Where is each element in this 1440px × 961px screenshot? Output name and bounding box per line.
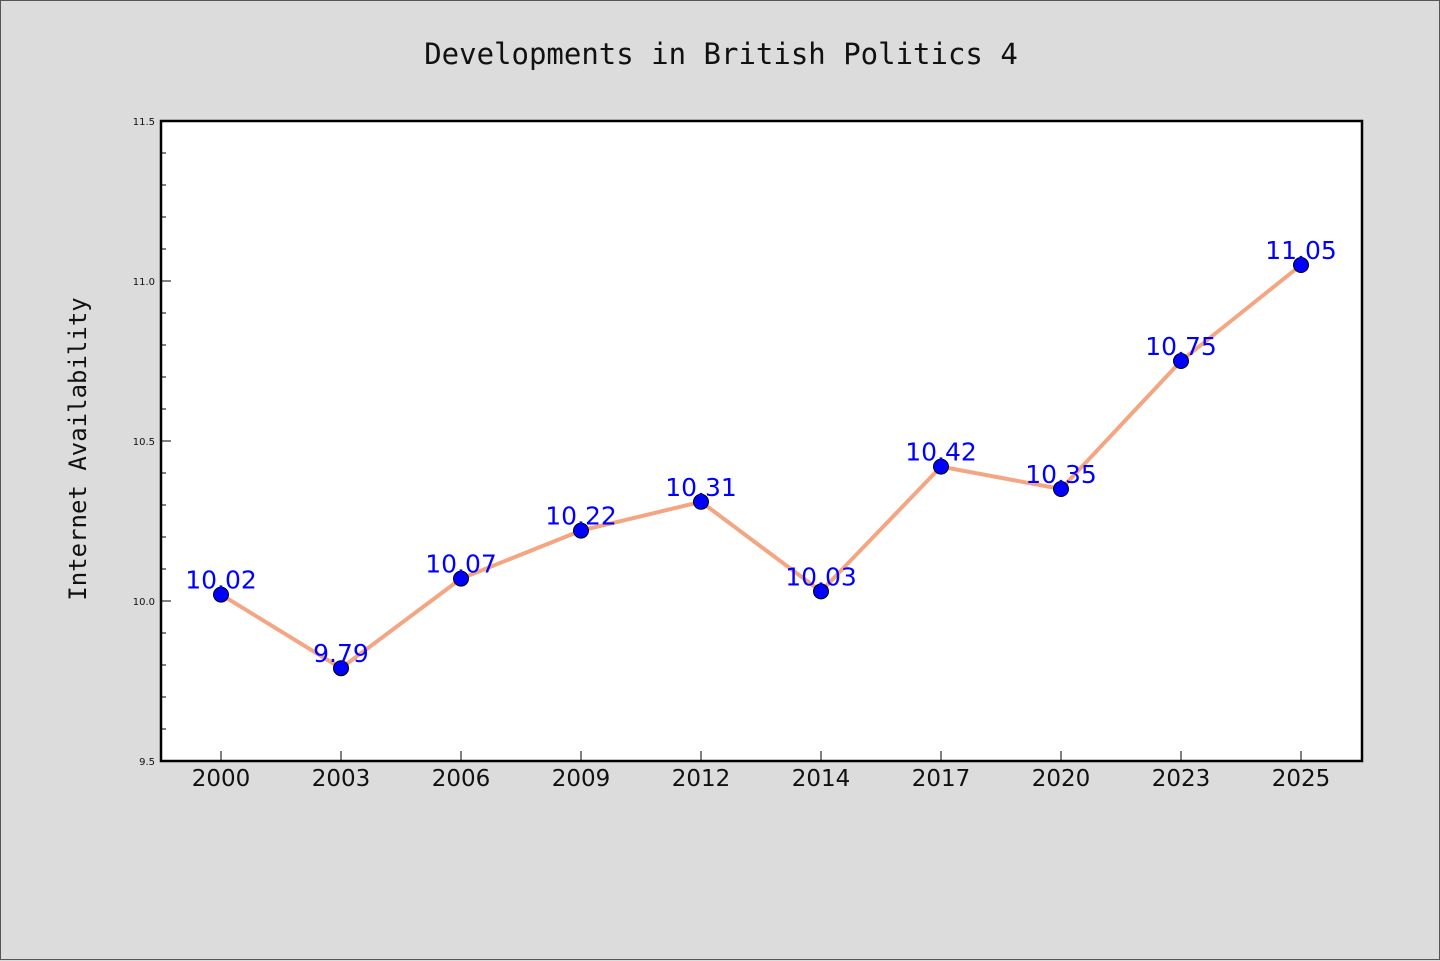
data-point xyxy=(933,458,949,475)
data-labels: 10.02 9.79 10.07 10.22 10.31 10.03 10.42 10.35 1… xyxy=(185,236,1337,668)
series-line xyxy=(219,263,1303,671)
x-tick-label: 2006 xyxy=(432,766,491,792)
y-tick-label: 11.0 xyxy=(133,277,155,288)
y-axis-ticks: 9.5 10.0 10.5 11.0 11.5 xyxy=(133,117,171,768)
x-tick-label: 2025 xyxy=(1272,766,1331,792)
x-axis-ticks: 2000 2003 2006 2009 2012 2014 2017 2020 2023 2025 xyxy=(192,751,1331,792)
data-point xyxy=(453,570,469,587)
y-axis-label: Internet Availability xyxy=(64,297,92,600)
data-label: 10.22 xyxy=(545,502,617,531)
data-label: 10.42 xyxy=(905,438,977,467)
y-tick-label: 11.5 xyxy=(133,117,155,128)
x-tick-label: 2017 xyxy=(912,766,971,792)
x-tick-label: 2009 xyxy=(552,766,611,792)
data-label: 10.35 xyxy=(1025,460,1097,489)
data-point xyxy=(573,522,589,539)
data-point xyxy=(813,583,829,600)
data-point xyxy=(1053,481,1069,497)
data-point xyxy=(213,586,229,603)
data-label: 10.31 xyxy=(665,473,737,502)
data-label: 9.79 xyxy=(313,639,369,668)
x-tick-label: 2023 xyxy=(1152,766,1211,792)
data-point xyxy=(1293,257,1309,273)
x-tick-label: 2003 xyxy=(312,766,371,792)
data-point xyxy=(333,660,349,677)
x-tick-label: 2012 xyxy=(672,766,731,792)
y-tick-label: 10.5 xyxy=(133,437,155,448)
data-point xyxy=(693,493,709,510)
data-point xyxy=(1173,353,1189,369)
data-label: 10.03 xyxy=(785,562,857,591)
y-tick-label: 9.5 xyxy=(139,757,155,768)
x-tick-label: 2014 xyxy=(792,766,851,792)
y-tick-label: 10.0 xyxy=(133,597,155,608)
series-group xyxy=(213,257,1309,677)
data-label: 11.05 xyxy=(1265,236,1337,265)
data-label: 10.75 xyxy=(1145,332,1217,361)
data-label: 10.07 xyxy=(425,550,497,579)
x-tick-label: 2000 xyxy=(192,766,251,792)
data-label: 10.02 xyxy=(185,566,257,595)
x-tick-label: 2020 xyxy=(1032,766,1091,792)
chart-title: Developments in British Politics 4 xyxy=(424,37,1018,71)
